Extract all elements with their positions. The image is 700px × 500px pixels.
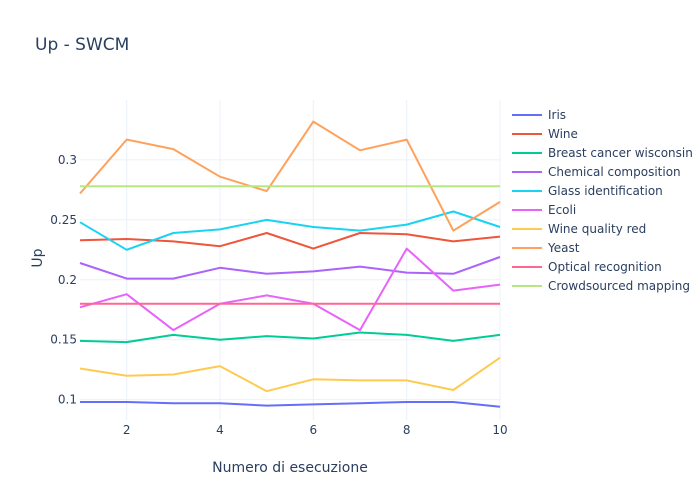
legend-label: Wine quality red — [548, 222, 646, 236]
legend-item[interactable]: Iris — [512, 108, 566, 122]
y-tick-label: 0.1 — [58, 393, 77, 407]
legend-item[interactable]: Yeast — [512, 241, 580, 255]
series-line-iris — [80, 401, 501, 408]
x-tick-label: 4 — [216, 423, 224, 437]
y-tick-label: 0.2 — [58, 273, 77, 287]
gridlines — [80, 100, 501, 420]
x-tick-label: 10 — [492, 423, 507, 437]
chart-title: Up - SWCM — [35, 35, 129, 55]
series-lines — [79, 120, 501, 408]
y-axis-title: Up — [30, 248, 46, 267]
legend-item[interactable]: Wine — [512, 127, 578, 141]
series-line-ecoli — [79, 247, 501, 332]
legend-label: Iris — [548, 108, 566, 122]
legend-item[interactable]: Wine quality red — [512, 222, 646, 236]
legend-item[interactable]: Optical recognition — [512, 260, 662, 274]
legend-label: Optical recognition — [548, 260, 662, 274]
legend-label: Crowdsourced mapping — [548, 279, 690, 293]
legend-item[interactable]: Ecoli — [512, 203, 576, 217]
y-tick-label: 0.25 — [50, 213, 77, 227]
x-axis-title: Numero di esecuzione — [212, 460, 368, 476]
legend[interactable]: Iris Wine Breast cancer wisconsin Chemical … — [512, 108, 693, 293]
series-line-chemical-composition — [79, 256, 501, 280]
x-tick-label: 2 — [123, 423, 131, 437]
legend-label: Chemical composition — [548, 165, 681, 179]
y-tick-label: 0.15 — [50, 333, 77, 347]
legend-label: Yeast — [547, 241, 580, 255]
legend-label: Glass identification — [548, 184, 663, 198]
y-tick-label: 0.3 — [58, 153, 77, 167]
x-tick-label: 6 — [310, 423, 318, 437]
legend-item[interactable]: Crowdsourced mapping — [512, 279, 690, 293]
legend-label: Ecoli — [548, 203, 576, 217]
y-axis-ticks: 0.1 0.15 0.2 0.25 0.3 — [50, 153, 77, 407]
series-line-wine-quality-red — [79, 356, 501, 393]
legend-label: Breast cancer wisconsin — [548, 146, 693, 160]
legend-item[interactable]: Glass identification — [512, 184, 663, 198]
legend-item[interactable]: Chemical composition — [512, 165, 681, 179]
x-tick-label: 8 — [403, 423, 411, 437]
legend-label: Wine — [548, 127, 578, 141]
x-axis-ticks: 2 4 6 8 10 — [123, 423, 508, 437]
series-line-wine — [79, 232, 501, 250]
series-line-glass-identification — [79, 210, 501, 251]
legend-item[interactable]: Breast cancer wisconsin — [512, 146, 693, 160]
series-line-breast-cancer-wisconsin — [79, 331, 501, 344]
series-line-yeast — [79, 120, 501, 232]
